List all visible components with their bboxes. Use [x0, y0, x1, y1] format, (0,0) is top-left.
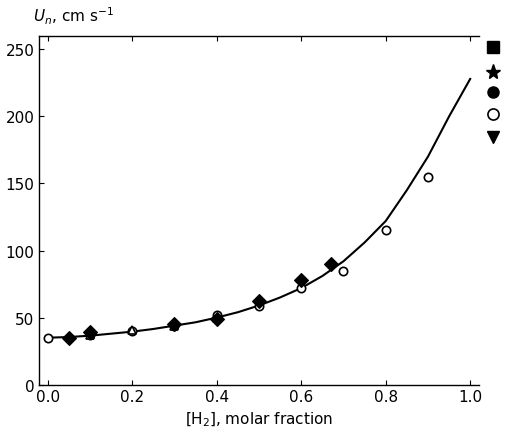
Text: $U_n$, cm s$^{-1}$: $U_n$, cm s$^{-1}$ — [33, 5, 114, 26]
X-axis label: [H$_2$], molar fraction: [H$_2$], molar fraction — [185, 410, 333, 428]
